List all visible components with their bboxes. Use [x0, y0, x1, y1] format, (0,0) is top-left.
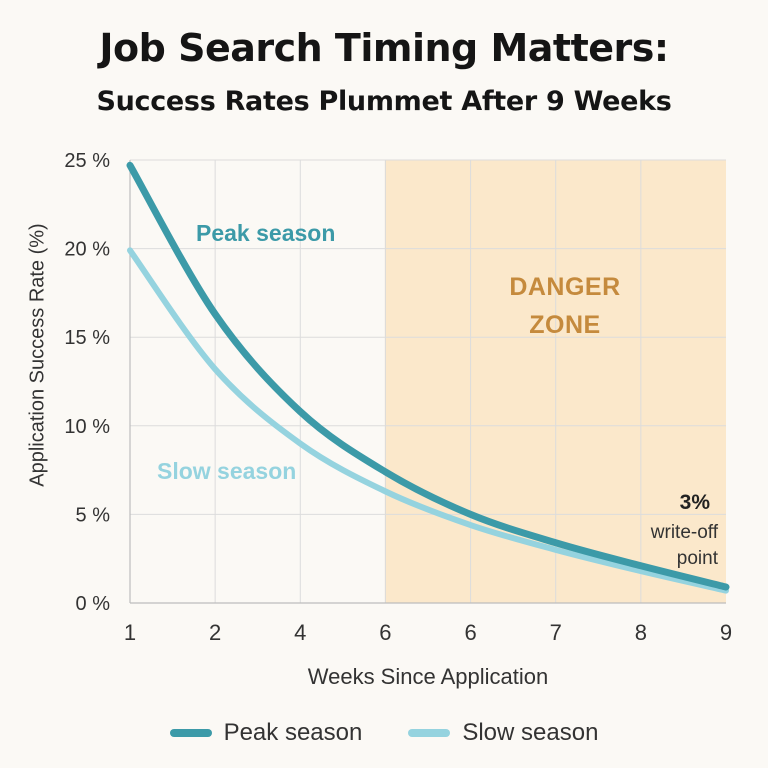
x-axis-title: Weeks Since Application: [307, 664, 549, 689]
chart-subtitle: Success Rates Plummet After 9 Weeks: [96, 86, 672, 117]
x-tick-label: 4: [294, 620, 306, 645]
series-line-slow-season: [127, 247, 729, 594]
x-tick-label: 8: [635, 620, 647, 645]
y-tick-label: 15 %: [64, 327, 110, 349]
write-off-line2: point: [676, 548, 718, 569]
legend-swatch-slow: [408, 729, 451, 737]
danger-zone-line2: ZONE: [529, 311, 601, 339]
chart-title: Job Search Timing Matters:: [99, 26, 669, 70]
peak-season-label: Peak season: [196, 220, 336, 246]
x-tick-label: 2: [209, 620, 221, 645]
x-tick-label: 7: [550, 620, 562, 645]
slow-season-label: Slow season: [157, 458, 297, 484]
legend-item-peak: Peak season: [169, 719, 363, 747]
legend-label-slow: Slow season: [462, 719, 599, 746]
y-tick-label: 5 %: [76, 504, 111, 526]
legend: Peak season Slow season: [0, 716, 768, 750]
series-line-peak-season: [126, 161, 730, 591]
danger-zone-line1: DANGER: [509, 273, 621, 301]
legend-swatch-peak: [169, 729, 212, 737]
y-tick-label: 25 %: [64, 150, 110, 172]
x-tick-label: 1: [124, 620, 136, 645]
x-tick-label: 6: [379, 620, 391, 645]
legend-item-slow: Slow season: [408, 719, 598, 747]
y-tick-label: 0 %: [76, 593, 111, 615]
x-tick-label: 6: [464, 620, 476, 645]
legend-label-peak: Peak season: [223, 719, 363, 746]
y-tick-label: 10 %: [64, 416, 110, 438]
write-off-value: 3%: [679, 491, 710, 514]
danger-zone-label: DANGER ZONE: [455, 268, 675, 344]
write-off-text: write-off point: [586, 520, 718, 572]
y-tick-label: 20 %: [64, 239, 110, 261]
x-tick-label: 9: [720, 620, 732, 645]
write-off-line1: write-off: [650, 522, 718, 543]
y-axis-title: Application Success Rate (%): [26, 223, 49, 487]
